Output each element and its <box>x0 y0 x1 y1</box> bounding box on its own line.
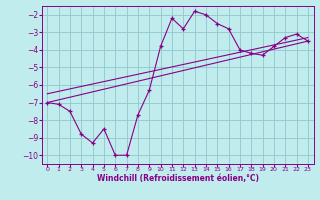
X-axis label: Windchill (Refroidissement éolien,°C): Windchill (Refroidissement éolien,°C) <box>97 174 259 183</box>
